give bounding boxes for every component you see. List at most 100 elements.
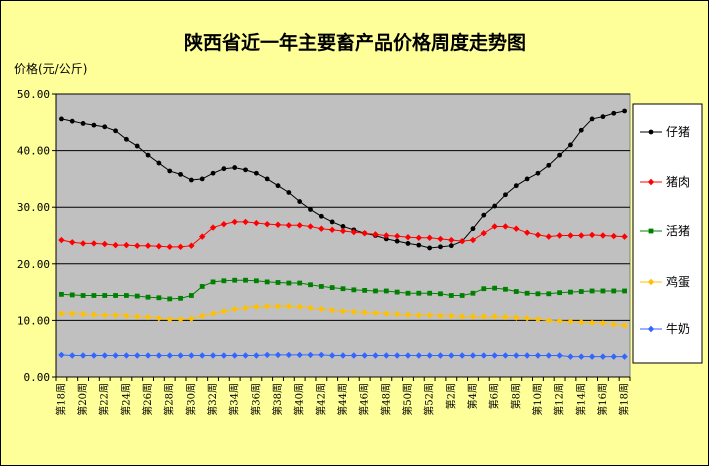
data-point xyxy=(523,229,531,236)
data-point xyxy=(69,310,76,317)
data-point xyxy=(285,303,293,310)
data-point xyxy=(567,318,574,325)
data-point xyxy=(101,352,108,359)
data-point xyxy=(437,352,444,359)
x-tick-label: 第48周 xyxy=(379,383,392,416)
x-tick-label: 第30周 xyxy=(184,383,197,416)
legend-label: 牛奶 xyxy=(666,321,690,336)
data-point xyxy=(329,285,335,290)
data-point xyxy=(134,313,141,320)
data-point xyxy=(480,313,487,320)
data-point xyxy=(318,284,324,289)
data-point xyxy=(372,309,379,317)
data-point xyxy=(599,320,607,327)
data-point xyxy=(275,183,281,189)
data-point xyxy=(145,294,151,300)
data-point xyxy=(188,177,194,183)
x-tick-label: 第46周 xyxy=(358,383,371,416)
data-point xyxy=(427,245,433,251)
data-point xyxy=(545,317,552,324)
x-tick-label: 第42周 xyxy=(314,383,327,416)
data-point xyxy=(274,303,282,310)
y-tick-label: 50.00 xyxy=(17,88,50,101)
legend-label: 活猪 xyxy=(666,224,690,238)
data-point xyxy=(393,352,401,359)
data-point xyxy=(568,289,573,295)
data-point xyxy=(350,308,358,316)
data-point xyxy=(502,223,509,230)
data-point xyxy=(242,218,249,226)
data-point xyxy=(448,293,454,298)
data-point xyxy=(545,352,552,359)
y-tick-label: 40.00 xyxy=(17,145,50,158)
data-point xyxy=(199,233,206,240)
data-point xyxy=(242,304,249,312)
data-point xyxy=(101,312,108,319)
legend-marker xyxy=(648,228,654,234)
data-point xyxy=(123,136,129,142)
x-tick-label: 第38周 xyxy=(271,383,284,416)
data-point xyxy=(90,240,98,247)
data-point xyxy=(231,305,238,313)
data-point xyxy=(167,168,173,174)
x-tick-label: 第34周 xyxy=(228,383,241,416)
data-point xyxy=(123,293,129,298)
data-point xyxy=(578,353,585,360)
data-point xyxy=(534,316,542,323)
data-point xyxy=(199,284,205,289)
data-point xyxy=(437,312,444,320)
data-point xyxy=(144,242,152,249)
y-axis-label: 价格(元/公斤) xyxy=(14,61,87,76)
legend-box xyxy=(632,103,703,364)
data-point xyxy=(491,223,498,230)
data-point xyxy=(318,225,325,232)
data-point xyxy=(199,352,206,359)
legend-item-0: 仔猪 xyxy=(640,125,690,139)
data-point xyxy=(199,176,205,182)
data-point xyxy=(470,290,476,296)
data-point xyxy=(286,190,292,195)
x-tick-label: 第16周 xyxy=(596,383,609,416)
data-point xyxy=(263,303,271,310)
data-point xyxy=(286,280,292,286)
legend-item-2: 活猪 xyxy=(640,224,690,238)
data-point xyxy=(209,352,217,359)
legend-item-4: 牛奶 xyxy=(640,321,690,336)
data-point xyxy=(156,160,162,166)
data-point xyxy=(600,288,606,294)
data-point xyxy=(231,352,238,359)
data-point xyxy=(253,352,260,359)
data-point xyxy=(91,122,97,128)
data-point xyxy=(91,293,97,298)
data-point xyxy=(480,230,487,237)
data-point xyxy=(101,240,108,248)
data-point xyxy=(469,352,477,359)
data-point xyxy=(113,293,118,298)
data-point xyxy=(123,352,130,359)
data-point xyxy=(502,352,509,359)
data-point xyxy=(350,352,358,359)
series-2 xyxy=(59,277,627,302)
data-point xyxy=(599,232,607,239)
data-point xyxy=(438,291,443,297)
data-point xyxy=(328,226,336,234)
x-tick-label: 第12周 xyxy=(553,383,566,416)
data-point xyxy=(351,287,357,293)
data-point xyxy=(567,353,574,360)
data-point xyxy=(448,312,455,320)
x-tick-label: 第6周 xyxy=(488,383,501,409)
data-point xyxy=(220,220,228,228)
data-point xyxy=(188,315,195,322)
data-point xyxy=(404,233,412,241)
data-point xyxy=(415,234,423,241)
y-tick-label: 0.00 xyxy=(24,371,51,384)
data-point xyxy=(339,352,347,359)
data-point xyxy=(156,295,162,301)
data-point xyxy=(556,317,563,325)
data-point xyxy=(534,231,542,239)
data-point xyxy=(610,353,617,360)
data-point xyxy=(80,121,86,126)
data-point xyxy=(610,321,617,328)
data-point xyxy=(502,313,509,321)
data-point xyxy=(263,220,271,228)
